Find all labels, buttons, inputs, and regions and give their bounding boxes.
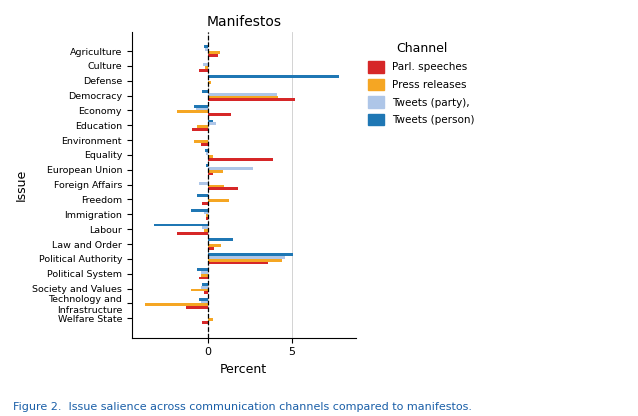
Y-axis label: Issue: Issue bbox=[15, 168, 28, 201]
Bar bbox=[186, 306, 207, 309]
Bar bbox=[201, 300, 207, 303]
Bar bbox=[207, 93, 276, 96]
Bar bbox=[202, 226, 207, 229]
Bar bbox=[194, 105, 207, 108]
Bar bbox=[194, 140, 207, 143]
Bar bbox=[197, 268, 207, 271]
Bar bbox=[207, 51, 220, 54]
Bar bbox=[199, 182, 207, 185]
Bar bbox=[196, 108, 207, 111]
Bar bbox=[202, 202, 207, 205]
Bar bbox=[207, 241, 209, 244]
Bar bbox=[202, 321, 207, 324]
Bar bbox=[204, 211, 207, 214]
Bar bbox=[201, 143, 207, 146]
Bar bbox=[202, 283, 207, 286]
Bar bbox=[207, 122, 216, 125]
Bar bbox=[207, 244, 221, 247]
Bar bbox=[207, 188, 238, 190]
Bar bbox=[204, 63, 207, 66]
Bar bbox=[207, 179, 209, 182]
Bar bbox=[204, 45, 207, 48]
Bar bbox=[207, 96, 278, 99]
Bar bbox=[207, 54, 218, 57]
Bar bbox=[205, 48, 207, 51]
Bar bbox=[207, 173, 212, 176]
Bar bbox=[207, 259, 281, 262]
Bar bbox=[207, 238, 233, 241]
Bar bbox=[207, 84, 209, 87]
Bar bbox=[207, 256, 285, 259]
Bar bbox=[207, 167, 253, 170]
Bar bbox=[207, 120, 212, 122]
Bar bbox=[207, 155, 212, 158]
Bar bbox=[207, 158, 273, 161]
Bar bbox=[206, 152, 207, 155]
Bar bbox=[207, 134, 209, 137]
Bar bbox=[177, 232, 207, 235]
Bar bbox=[206, 164, 207, 167]
Bar bbox=[201, 274, 207, 277]
Bar bbox=[191, 289, 207, 291]
Bar bbox=[207, 318, 212, 321]
Bar bbox=[197, 125, 207, 128]
Bar bbox=[205, 66, 207, 69]
Bar bbox=[207, 137, 209, 140]
Bar bbox=[192, 128, 207, 131]
Legend: Parl. speeches, Press releases, Tweets (party),, Tweets (person): Parl. speeches, Press releases, Tweets (… bbox=[363, 37, 480, 131]
Bar bbox=[207, 197, 209, 200]
Bar bbox=[207, 247, 214, 250]
Bar bbox=[207, 78, 209, 81]
Bar bbox=[207, 262, 268, 265]
Title: Manifestos: Manifestos bbox=[206, 15, 281, 29]
Bar bbox=[207, 113, 231, 116]
Bar bbox=[206, 217, 207, 220]
Bar bbox=[207, 185, 225, 188]
Bar bbox=[205, 149, 207, 152]
Bar bbox=[145, 303, 207, 306]
Bar bbox=[177, 111, 207, 113]
Bar bbox=[207, 200, 230, 202]
Bar bbox=[207, 99, 295, 101]
Bar bbox=[199, 298, 207, 300]
Bar bbox=[199, 277, 207, 279]
Bar bbox=[199, 69, 207, 72]
Bar bbox=[204, 229, 207, 232]
Bar bbox=[201, 271, 207, 274]
Bar bbox=[207, 170, 223, 173]
Bar bbox=[202, 90, 207, 93]
Bar bbox=[197, 194, 207, 197]
Bar bbox=[207, 75, 339, 78]
Bar bbox=[207, 81, 211, 84]
Text: Figure 2.  Issue salience across communication channels compared to manifestos.: Figure 2. Issue salience across communic… bbox=[13, 402, 471, 412]
Bar bbox=[191, 209, 207, 211]
Bar bbox=[201, 286, 207, 289]
Bar bbox=[206, 214, 207, 217]
Bar bbox=[154, 223, 207, 226]
X-axis label: Percent: Percent bbox=[220, 363, 267, 376]
Bar bbox=[207, 253, 293, 256]
Bar bbox=[204, 291, 207, 294]
